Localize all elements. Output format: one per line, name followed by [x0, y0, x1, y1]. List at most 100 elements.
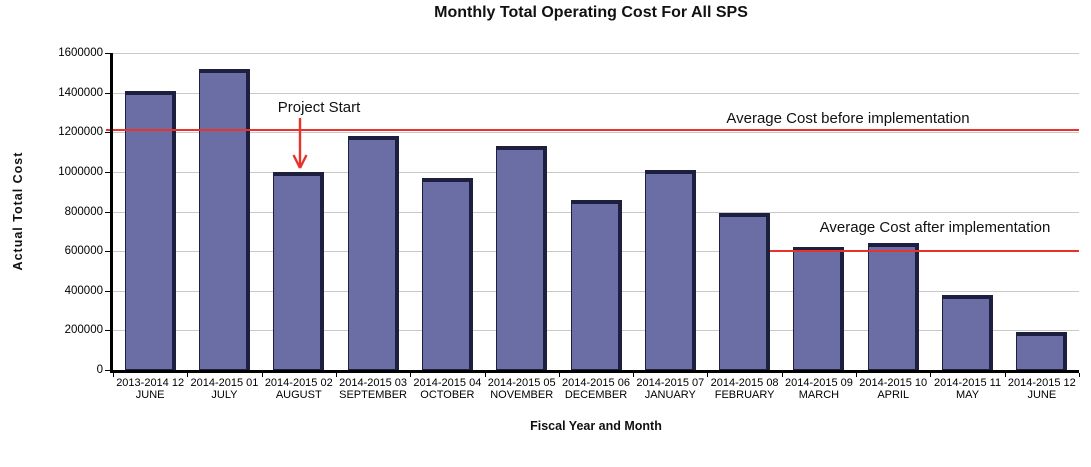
x-category-label: 2014-2015 12 JUNE — [982, 377, 1091, 401]
y-tick-label: 1000000 — [58, 166, 103, 178]
reference-line — [106, 129, 1079, 131]
gridline — [113, 132, 1079, 133]
avg-cost-before-label: Average Cost before implementation — [726, 110, 970, 127]
x-category-line2: NOVEMBER — [490, 389, 554, 401]
x-category-label: 2014-2015 01 JULY — [164, 377, 284, 401]
reference-line — [770, 250, 1079, 252]
y-tick-label: 1400000 — [58, 87, 103, 99]
gridline — [113, 93, 1079, 94]
x-axis-title: Fiscal Year and Month — [530, 419, 662, 433]
y-axis-line — [110, 53, 113, 372]
y-tick — [105, 132, 110, 133]
y-tick-label: 1600000 — [58, 47, 103, 59]
bar — [124, 90, 176, 370]
x-tick — [1079, 373, 1080, 377]
bar — [198, 68, 250, 370]
y-tick-label: 800000 — [64, 206, 103, 218]
x-tick — [559, 373, 560, 377]
x-category-label: 2014-2015 04 OCTOBER — [387, 377, 507, 401]
x-category-line1: 2014-2015 01 — [190, 377, 259, 389]
x-category-label: 2013-2014 12 JUNE — [90, 377, 210, 401]
x-category-line1: 2014-2015 12 — [1007, 377, 1076, 389]
y-tick — [105, 212, 110, 213]
x-tick — [187, 373, 188, 377]
x-category-line2: JANUARY — [644, 389, 696, 401]
x-tick — [336, 373, 337, 377]
y-tick-label: 0 — [96, 364, 103, 376]
x-tick — [856, 373, 857, 377]
bar — [273, 171, 325, 370]
project-start-label: Project Start — [277, 99, 361, 116]
y-tick — [105, 53, 110, 54]
bar — [347, 136, 399, 370]
bar — [421, 177, 473, 370]
x-category-label: 2014-2015 08 FEBRUARY — [685, 377, 805, 401]
x-tick — [410, 373, 411, 377]
chart-title: Monthly Total Operating Cost For All SPS — [434, 4, 748, 21]
x-category-label: 2014-2015 09 MARCH — [759, 377, 879, 401]
x-category-line2: DECEMBER — [564, 389, 628, 401]
y-axis-title: Actual Total Cost — [11, 151, 25, 271]
bar — [1016, 332, 1068, 370]
x-category-line2: MARCH — [798, 389, 840, 401]
gridline — [113, 172, 1079, 173]
bar — [942, 294, 994, 370]
bar — [867, 243, 919, 370]
x-category-line1: 2014-2015 05 — [487, 377, 556, 389]
x-category-line1: 2014-2015 07 — [636, 377, 705, 389]
x-category-label: 2014-2015 03 SEPTEMBER — [313, 377, 433, 401]
x-tick — [707, 373, 708, 377]
x-category-line1: 2013-2014 12 — [116, 377, 185, 389]
y-tick — [105, 251, 110, 252]
x-category-label: 2014-2015 11 MAY — [908, 377, 1028, 401]
y-tick — [105, 330, 110, 331]
x-tick — [782, 373, 783, 377]
x-category-line1: 2014-2015 09 — [784, 377, 853, 389]
x-category-line2: JUNE — [135, 389, 165, 401]
x-category-label: 2014-2015 07 JANUARY — [610, 377, 730, 401]
x-category-line2: SEPTEMBER — [339, 389, 407, 401]
bar — [570, 199, 622, 370]
y-tick — [105, 172, 110, 173]
x-category-line2: MAY — [956, 389, 980, 401]
arrow-down-icon — [292, 118, 308, 169]
x-category-line1: 2014-2015 08 — [710, 377, 779, 389]
bar — [496, 146, 548, 370]
y-tick — [105, 93, 110, 94]
y-tick — [105, 291, 110, 292]
x-category-line2: JULY — [211, 389, 238, 401]
bar — [793, 247, 845, 370]
x-tick — [1005, 373, 1006, 377]
x-category-label: 2014-2015 02 AUGUST — [239, 377, 359, 401]
x-category-label: 2014-2015 05 NOVEMBER — [462, 377, 582, 401]
x-category-line2: FEBRUARY — [714, 389, 775, 401]
y-tick-label: 600000 — [64, 245, 103, 257]
x-category-line1: 2014-2015 10 — [859, 377, 928, 389]
y-tick-label: 400000 — [64, 285, 103, 297]
x-category-line1: 2014-2015 03 — [339, 377, 408, 389]
x-tick — [262, 373, 263, 377]
x-category-line2: JUNE — [1027, 389, 1057, 401]
avg-cost-after-label: Average Cost after implementation — [819, 219, 1051, 236]
x-category-line1: 2014-2015 04 — [413, 377, 482, 389]
x-tick — [485, 373, 486, 377]
bar — [719, 213, 771, 370]
bar — [644, 169, 696, 370]
x-category-line2: OCTOBER — [420, 389, 475, 401]
x-category-line1: 2014-2015 02 — [264, 377, 333, 389]
x-category-line2: APRIL — [877, 389, 910, 401]
x-tick — [930, 373, 931, 377]
y-tick — [105, 370, 110, 371]
x-category-line2: AUGUST — [275, 389, 322, 401]
gridline — [113, 53, 1079, 54]
x-tick — [113, 373, 114, 377]
x-category-line1: 2014-2015 06 — [562, 377, 630, 389]
x-category-label: 2014-2015 10 APRIL — [833, 377, 953, 401]
y-tick-label: 1200000 — [58, 126, 103, 138]
x-tick — [633, 373, 634, 377]
x-category-line1: 2014-2015 11 — [933, 377, 1002, 389]
x-axis-line — [110, 370, 1079, 373]
y-tick-label: 200000 — [64, 324, 103, 336]
x-category-label: 2014-2015 06 DECEMBER — [536, 377, 656, 401]
